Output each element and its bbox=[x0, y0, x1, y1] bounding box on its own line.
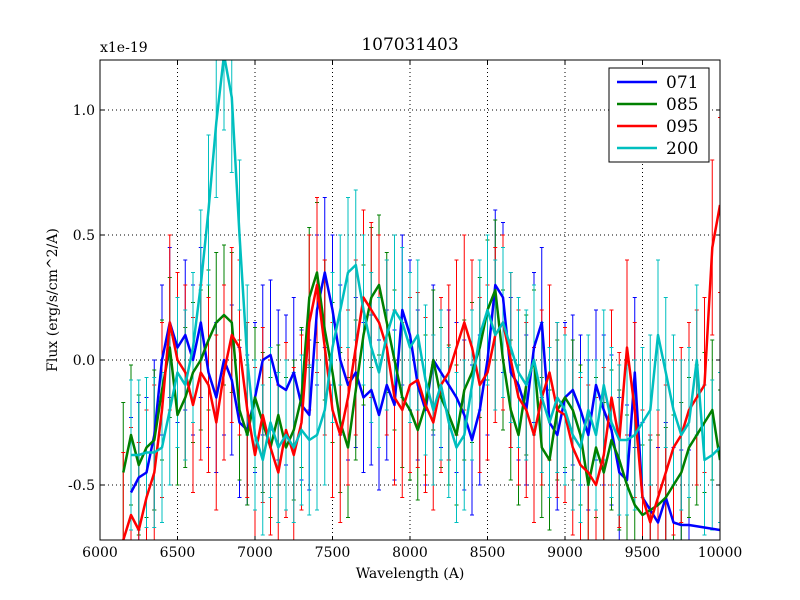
y-tick-label: 0.0 bbox=[73, 353, 95, 369]
x-tick-label: 7500 bbox=[315, 545, 351, 561]
x-tick-label: 10000 bbox=[698, 545, 743, 561]
legend-label-200: 200 bbox=[666, 139, 698, 159]
x-tick-label: 9500 bbox=[625, 545, 661, 561]
x-axis-label: Wavelength (A) bbox=[356, 566, 465, 582]
axis-ticks: 6000 6500 7000 7500 8000 8500 9000 9500 10000 -0.… bbox=[68, 60, 742, 561]
x-tick-label: 8000 bbox=[392, 545, 428, 561]
series-line-200 bbox=[131, 60, 720, 462]
legend-box bbox=[608, 67, 710, 163]
series-line-085 bbox=[122, 271, 720, 517]
y-tick-label: 0.5 bbox=[73, 228, 95, 244]
legend-label-085: 085 bbox=[666, 95, 698, 115]
x-tick-label: 7000 bbox=[237, 545, 273, 561]
legend-label-071: 071 bbox=[666, 73, 698, 93]
x-tick-label: 6000 bbox=[82, 545, 118, 561]
legend-label-095: 095 bbox=[666, 117, 698, 137]
series-lines bbox=[122, 60, 720, 540]
y-tick-label: -0.5 bbox=[68, 478, 95, 494]
chart-title: 107031403 bbox=[361, 35, 458, 55]
y-tick-label: 1.0 bbox=[73, 103, 95, 119]
series-line-095 bbox=[122, 204, 720, 540]
x-tick-label: 9000 bbox=[547, 545, 583, 561]
x-tick-label: 8500 bbox=[470, 545, 506, 561]
y-offset-label: x1e-19 bbox=[100, 40, 148, 56]
y-axis-label: Flux (erg/s/cm^2/A) bbox=[45, 228, 61, 372]
x-tick-label: 6500 bbox=[160, 545, 196, 561]
